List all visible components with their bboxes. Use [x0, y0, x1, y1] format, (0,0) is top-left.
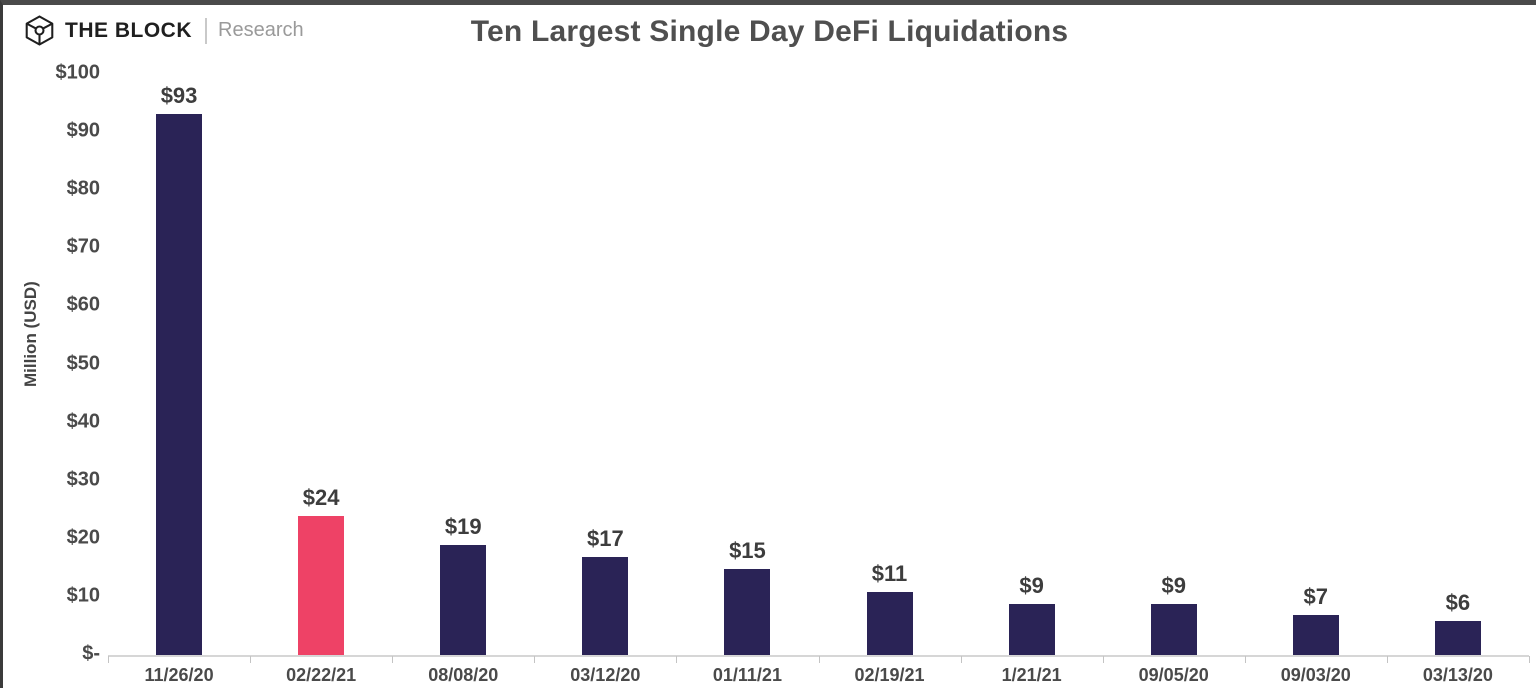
x-axis-tick: [392, 656, 394, 663]
bar-value-label: $9: [1019, 573, 1044, 598]
bar: [582, 557, 629, 656]
bar-value-label: $9: [1161, 573, 1186, 598]
bar-cell: $17: [534, 73, 676, 656]
x-axis-tick: [1244, 656, 1246, 663]
y-tick-label: $50: [66, 352, 100, 374]
bar-value-label: $7: [1303, 584, 1329, 609]
bar-value-label: $15: [729, 538, 766, 563]
bar-cell: $93: [108, 73, 250, 656]
bar-cell: $6: [1387, 73, 1529, 656]
bar-series: $93 $24 $19 $17 $15 $11 $9 $9 $7 $6: [108, 73, 1529, 656]
x-axis-category-label: 01/11/21: [712, 665, 782, 685]
chart-title: Ten Largest Single Day DeFi Liquidations: [470, 15, 1069, 48]
bar-cell: $19: [392, 73, 534, 656]
bar-value-label: $17: [586, 526, 624, 551]
x-axis-category-label: 09/05/20: [1138, 665, 1209, 685]
bar: [298, 516, 345, 656]
y-tick-label: $70: [66, 235, 100, 258]
bar-cell: $15: [676, 73, 818, 656]
y-tick-label: $80: [66, 177, 100, 200]
brand-logo: THE BLOCK Research: [23, 14, 304, 47]
y-tick-label: $100: [55, 61, 101, 84]
brand-subtitle: Research: [218, 19, 304, 41]
y-tick-label: $40: [66, 410, 100, 433]
x-axis-category-label: 03/12/20: [570, 665, 641, 685]
bar-value-label: $11: [871, 561, 908, 586]
y-tick-label: $-: [82, 642, 100, 665]
plot-area: $93 $24 $19 $17 $15 $11 $9 $9 $7 $6: [108, 73, 1530, 663]
the-block-cube-logo-icon: [25, 15, 54, 46]
x-axis-category-label: 03/13/20: [1422, 665, 1493, 685]
bar: [156, 114, 203, 656]
brand-divider: [205, 17, 207, 44]
brand-name: THE BLOCK: [65, 18, 192, 42]
y-tick-label: $10: [66, 584, 100, 607]
x-axis-tick: [1386, 656, 1388, 663]
bar-cell: $7: [1245, 73, 1387, 656]
bar: [440, 545, 487, 656]
x-axis-tick: [108, 656, 109, 663]
bar-cell: $9: [1103, 73, 1245, 656]
y-tick-label: $90: [66, 119, 100, 142]
x-axis-category-label: 02/22/21: [286, 665, 357, 685]
bar-cell: $9: [961, 73, 1103, 656]
bar: [724, 569, 771, 656]
y-tick-label: $20: [66, 526, 100, 549]
y-tick-label: $30: [66, 468, 100, 491]
bar: [866, 592, 913, 656]
y-tick-label: $60: [66, 293, 100, 316]
y-axis-tick-labels: $100 $90 $80 $70 $60 $50 $40 $30 $20 $10 $-: [3, 62, 101, 665]
x-axis-tick: [1102, 656, 1104, 663]
bar: [1150, 604, 1197, 656]
bar-value-label: $6: [1445, 590, 1471, 615]
bar: [1434, 621, 1481, 656]
x-axis-tick: [818, 656, 820, 663]
x-axis-category-label: 11/26/20: [144, 665, 214, 685]
x-axis-tick: [1529, 656, 1530, 663]
bar-cell: $24: [250, 73, 392, 656]
x-axis-category-label: 09/03/20: [1280, 665, 1351, 685]
x-axis-category-label: 02/19/21: [854, 665, 925, 685]
bar-value-label: $93: [160, 83, 198, 108]
x-axis-tick: [250, 656, 252, 663]
x-axis-category-label: 08/08/20: [428, 665, 499, 685]
bar-value-label: $19: [444, 514, 482, 539]
x-axis-labels: 11/26/20 02/22/21 08/08/20 03/12/20 01/11/21…: [108, 665, 1529, 686]
bar: [1292, 615, 1339, 656]
bar: [1008, 604, 1055, 656]
x-axis-category-label: 1/21/21: [1001, 665, 1062, 685]
x-axis-tick: [676, 656, 678, 663]
bar-cell: $11: [818, 73, 960, 656]
bar-value-label: $24: [302, 485, 340, 510]
x-axis-tick: [534, 656, 536, 663]
x-axis-tick: [960, 656, 962, 663]
